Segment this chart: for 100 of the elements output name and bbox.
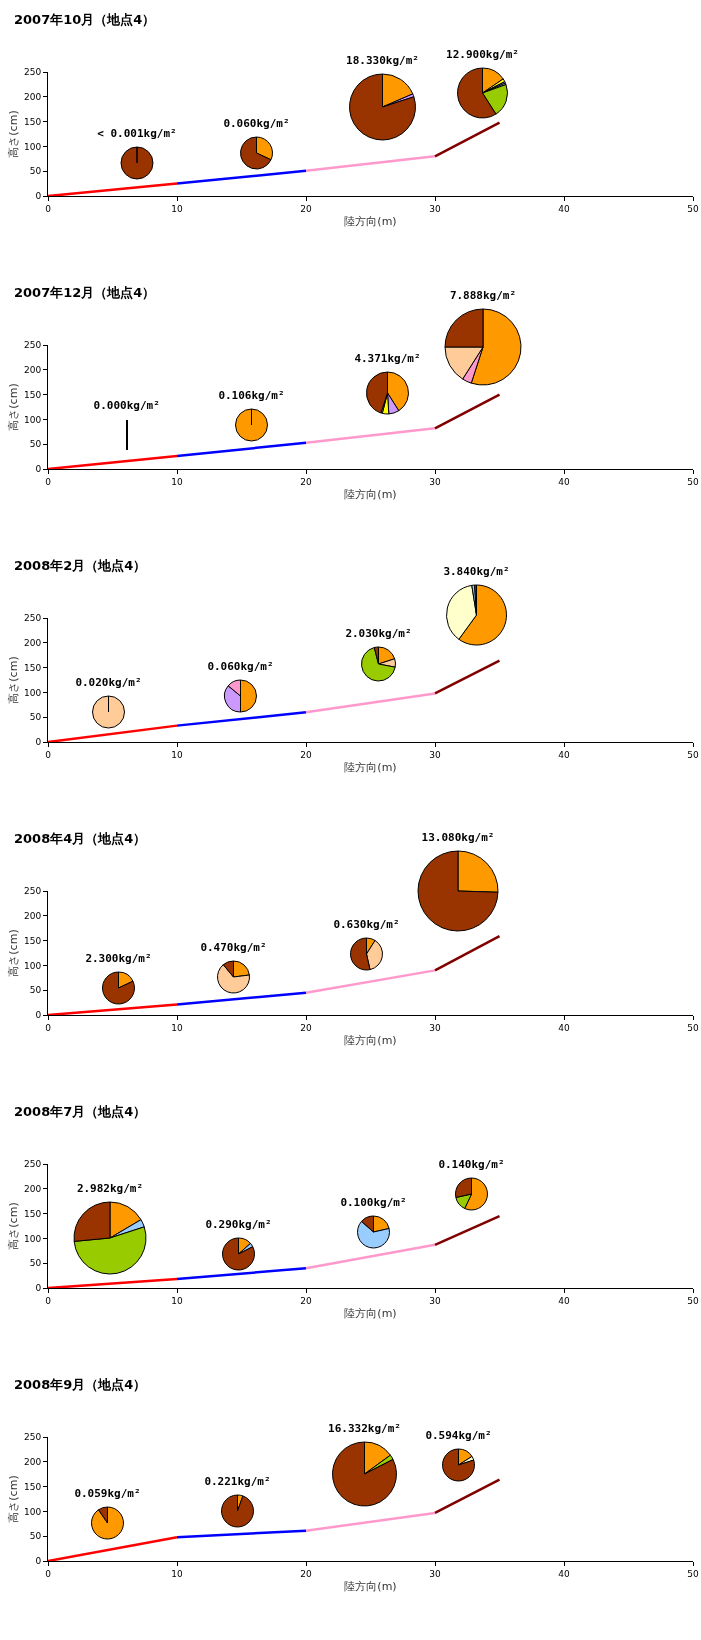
chart-title: 4.371kg/m² (354, 351, 421, 365)
chart-title: 2.030kg/m² (345, 626, 412, 640)
x-tick-label: 40 (558, 476, 570, 487)
x-tick-label: 40 (558, 203, 570, 214)
chart-title: 18.330kg/m² (345, 53, 419, 67)
y-tick-label: 150 (24, 662, 42, 673)
chart-title: 0.221kg/m² (204, 1475, 271, 1489)
y-tick-label: 200 (24, 91, 42, 102)
y-axis-title: 高さ(cm) (6, 110, 20, 158)
chart-title: 0.140kg/m² (437, 1157, 505, 1171)
x-axis-title: 陸方向(m) (344, 1034, 397, 1047)
y-tick-label: 50 (29, 166, 42, 177)
x-tick-label: 20 (300, 203, 312, 214)
y-tick-label: 250 (24, 340, 42, 351)
y-axis-title: 高さ(cm) (6, 1475, 20, 1523)
y-axis-title: 高さ(cm) (6, 656, 20, 704)
chart-title: 7.888kg/m² (449, 288, 516, 302)
y-tick-label: 100 (24, 141, 42, 152)
y-tick-label: 200 (24, 1183, 42, 1194)
x-tick-label: 40 (558, 1568, 570, 1579)
x-axis-title: 陸方向(m) (344, 488, 397, 501)
chart-title: 0.020kg/m² (75, 676, 142, 690)
chart-title: 0.470kg/m² (200, 940, 267, 954)
y-tick-label: 0 (35, 1010, 42, 1021)
x-axis-title: 陸方向(m) (344, 1580, 397, 1593)
chart-title: 2007年12月（地点4） (14, 284, 156, 300)
chart-title: 2008年9月（地点4） (14, 1376, 147, 1392)
x-tick-label: 10 (171, 476, 183, 487)
x-axis-title: 陸方向(m) (344, 761, 397, 774)
y-tick-label: 200 (24, 364, 42, 375)
x-tick-label: 0 (45, 1568, 52, 1579)
x-tick-label: 40 (558, 749, 570, 760)
x-tick-label: 10 (171, 749, 183, 760)
y-tick-label: 100 (24, 1233, 42, 1244)
x-tick-label: 30 (429, 1022, 441, 1033)
y-tick-label: 150 (24, 116, 42, 127)
chart-title: 12.900kg/m² (446, 48, 520, 62)
y-tick-label: 0 (35, 464, 42, 475)
x-tick-label: 40 (558, 1295, 570, 1306)
chart-title: 2008年7月（地点4） (14, 1103, 147, 1119)
y-tick-label: 200 (24, 637, 42, 648)
y-tick-label: 50 (29, 1258, 42, 1269)
chart-title: 0.630kg/m² (333, 917, 400, 931)
annotation: 0.000kg/m² (92, 398, 161, 412)
chart-title: 2008年4月（地点4） (14, 830, 147, 846)
x-tick-label: 30 (429, 1295, 441, 1306)
chart-title: < 0.001kg/m² (97, 126, 177, 140)
chart-title: 2.982kg/m² (76, 1181, 144, 1195)
x-tick-label: 40 (558, 1022, 570, 1033)
chart-title: 16.332kg/m² (327, 1422, 401, 1436)
y-tick-label: 50 (29, 1531, 42, 1542)
chart-title: 0.059kg/m² (74, 1486, 141, 1500)
y-tick-label: 250 (24, 886, 42, 897)
x-tick-label: 30 (429, 1568, 441, 1579)
y-tick-label: 250 (24, 1432, 42, 1443)
x-tick-label: 50 (687, 749, 699, 760)
x-tick-label: 20 (300, 1568, 312, 1579)
x-tick-label: 50 (687, 1568, 699, 1579)
y-tick-label: 100 (24, 414, 42, 425)
y-tick-label: 150 (24, 389, 42, 400)
y-tick-label: 0 (35, 1556, 42, 1567)
y-tick-label: 150 (24, 1208, 42, 1219)
y-tick-label: 250 (24, 67, 42, 78)
y-tick-label: 250 (24, 613, 42, 624)
chart-title: 3.840kg/m² (443, 565, 510, 579)
chart-title: 0.060kg/m² (223, 116, 291, 130)
x-tick-label: 20 (300, 749, 312, 760)
y-axis-title: 高さ(cm) (6, 383, 20, 431)
x-tick-label: 30 (429, 203, 441, 214)
y-axis-title: 高さ(cm) (6, 929, 20, 977)
chart-title: 0.100kg/m² (339, 1196, 407, 1210)
chart-title: 0.060kg/m² (207, 659, 274, 673)
x-tick-label: 30 (429, 749, 441, 760)
x-axis-title: 陸方向(m) (344, 1307, 397, 1320)
y-tick-label: 200 (24, 1456, 42, 1467)
x-tick-label: 10 (171, 1568, 183, 1579)
y-tick-label: 100 (24, 1506, 42, 1517)
y-tick-label: 50 (29, 439, 42, 450)
chart-title: 2.300kg/m² (85, 951, 153, 965)
x-tick-label: 0 (45, 1295, 52, 1306)
chart-title: 2008年2月（地点4） (14, 557, 147, 573)
x-tick-label: 20 (300, 1022, 312, 1033)
y-tick-label: 50 (29, 985, 42, 996)
x-tick-label: 10 (171, 1295, 183, 1306)
y-tick-label: 150 (24, 935, 42, 946)
x-axis-title: 陸方向(m) (344, 215, 397, 228)
x-tick-label: 10 (171, 1022, 183, 1033)
x-tick-label: 50 (687, 476, 699, 487)
x-tick-label: 0 (45, 203, 52, 214)
chart-title: 0.106kg/m² (218, 388, 285, 402)
x-tick-label: 30 (429, 476, 441, 487)
x-tick-label: 50 (687, 203, 699, 214)
y-tick-label: 50 (29, 712, 42, 723)
y-tick-label: 250 (24, 1159, 42, 1170)
x-tick-label: 0 (45, 1022, 52, 1033)
y-tick-label: 100 (24, 687, 42, 698)
x-tick-label: 0 (45, 749, 52, 760)
x-tick-label: 20 (300, 476, 312, 487)
chart-title: 0.594kg/m² (425, 1429, 492, 1443)
chart-title: 13.080kg/m² (421, 831, 495, 844)
